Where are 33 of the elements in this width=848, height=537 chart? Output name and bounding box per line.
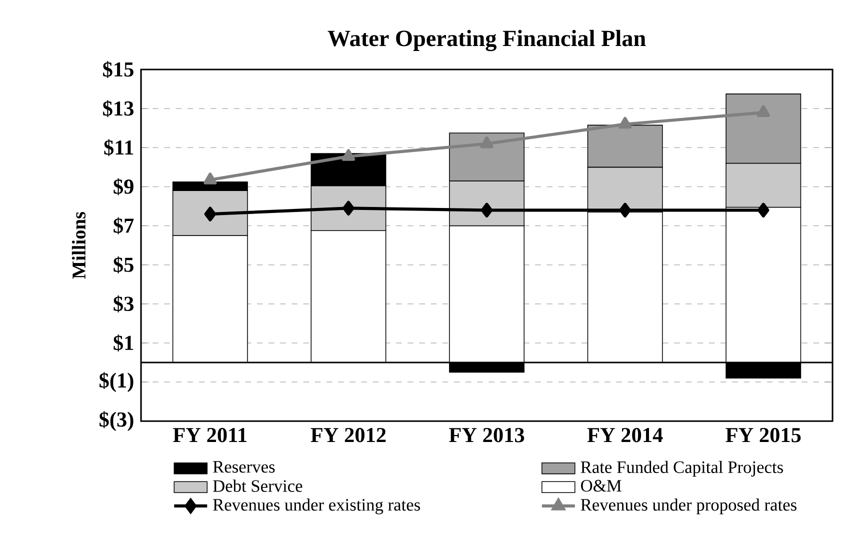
y-tick-label: $11	[104, 139, 134, 156]
y-tick-label: $15	[103, 61, 134, 78]
legend-label: Revenues under proposed rates	[580, 498, 796, 514]
point	[757, 202, 770, 218]
y-tick-label: $5	[114, 256, 134, 274]
point	[204, 172, 217, 184]
x-tick-label: FY 2011	[173, 428, 247, 442]
point	[342, 149, 356, 161]
point	[204, 206, 216, 222]
legend-label: Revenues under existing rates	[213, 498, 420, 514]
y-tick-label: $3	[114, 295, 134, 312]
y-tick-label: $7	[114, 217, 134, 234]
y-tick-label: $(3)	[100, 411, 134, 432]
x-tick-label: FY 2013	[449, 428, 524, 442]
y-tick-label: $9	[114, 178, 134, 196]
legend-label: Debt Service	[213, 480, 302, 492]
x-tick-label: FY 2014	[587, 428, 663, 442]
y-tick-label: $1	[114, 334, 134, 352]
legend-label: O&M	[581, 480, 622, 492]
point	[619, 202, 631, 218]
x-tick-label: FY 2012	[310, 428, 386, 442]
y-tick-label: $13	[103, 100, 134, 118]
y-axis-title: Millions	[72, 212, 86, 279]
y-tick-label: $(1)	[100, 372, 134, 392]
point	[480, 136, 494, 148]
x-tick-label: FY 2015	[726, 428, 801, 442]
point	[480, 202, 493, 218]
chart-title: Water Operating Financial Plan	[328, 30, 646, 52]
legend-label: Rate Funded Capital Projects	[580, 460, 783, 477]
legend-label: Reserves	[213, 461, 275, 473]
point	[756, 105, 770, 117]
point	[618, 116, 632, 129]
point	[342, 200, 354, 216]
